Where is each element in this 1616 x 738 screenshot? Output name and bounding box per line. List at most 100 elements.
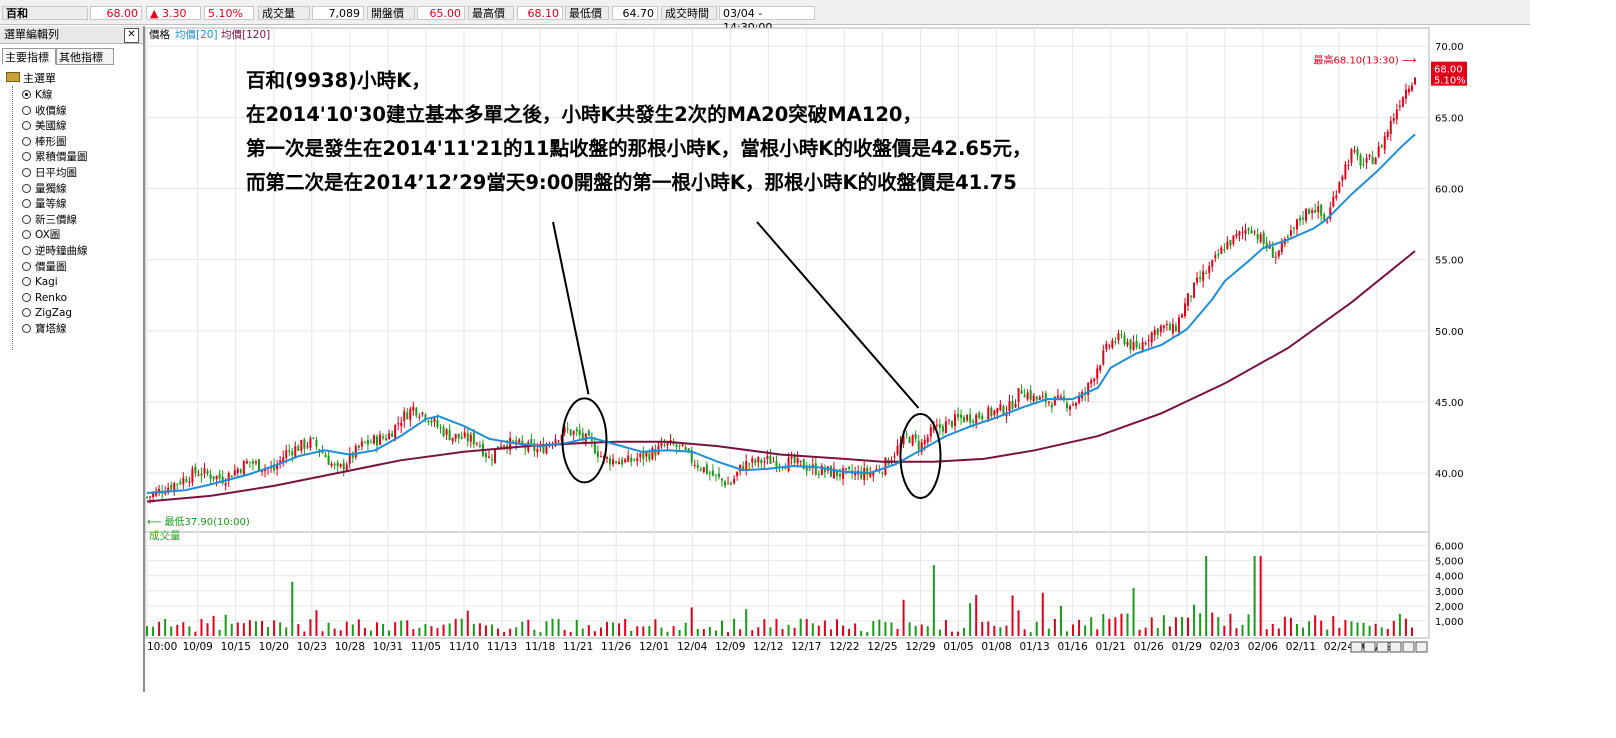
volume-bar — [993, 625, 996, 636]
indicator-item[interactable]: K線 — [22, 88, 52, 103]
toolbar-icon[interactable] — [1415, 641, 1428, 653]
radio-icon[interactable] — [22, 230, 31, 240]
last-price-pct: 5.10% — [1434, 76, 1466, 87]
candle-body — [421, 412, 424, 415]
volume-bar — [1017, 610, 1020, 636]
radio-icon[interactable] — [22, 183, 31, 193]
tree-root[interactable]: 主選單 — [6, 72, 56, 86]
candle-body — [681, 444, 684, 447]
candle-body — [1177, 317, 1180, 333]
indicator-item[interactable]: 收價線 — [22, 104, 67, 119]
candle-body — [636, 458, 639, 461]
volume-bar — [484, 625, 487, 636]
volume-bar — [1235, 628, 1238, 636]
min-price-label: ⟵ 最低37.90(10:00) — [147, 515, 250, 528]
radio-icon[interactable] — [22, 324, 31, 333]
indicator-item[interactable]: 量獨線 — [22, 182, 67, 197]
candle-body — [745, 460, 748, 470]
candle-body — [881, 472, 884, 474]
indicator-item[interactable]: 新三價線 — [22, 213, 77, 228]
volume-bar — [1078, 619, 1081, 636]
volume-bar — [575, 619, 578, 636]
candle-body — [487, 456, 490, 458]
indicator-item[interactable]: 量等線 — [22, 197, 67, 212]
indicator-item[interactable]: 價量圖 — [22, 260, 67, 275]
tab-other-indicators[interactable]: 其他指標 — [56, 48, 114, 65]
volume-bar — [1283, 616, 1286, 636]
toolbar-icon[interactable] — [1389, 641, 1402, 653]
volume-bar — [975, 594, 978, 636]
indicator-item[interactable]: Renko — [22, 291, 67, 306]
candle-body — [409, 408, 412, 420]
candle-body — [1069, 406, 1072, 410]
indicator-label: 逆時鐘曲線 — [35, 245, 88, 257]
volume-bar — [654, 619, 657, 636]
volume-bar — [963, 627, 966, 636]
candle-body — [666, 442, 669, 445]
volume-bar — [400, 620, 403, 636]
radio-icon[interactable] — [22, 152, 31, 162]
candle-body — [842, 468, 845, 479]
volume-bar — [424, 624, 427, 636]
candle-body — [221, 476, 224, 484]
candle-body — [720, 478, 723, 481]
volume-bar — [781, 628, 784, 636]
radio-icon[interactable] — [22, 277, 31, 287]
volume-title: 成交量 — [149, 529, 181, 542]
close-icon[interactable]: ✕ — [124, 28, 139, 43]
candle-body — [1262, 232, 1265, 244]
price-chart[interactable]: 70.00 65.00 60.00 55.00 50.00 45.00 40.00 10:00… — [145, 26, 1530, 692]
indicator-item[interactable]: 日平均圖 — [22, 166, 77, 181]
radio-icon[interactable] — [22, 292, 31, 302]
radio-icon[interactable] — [22, 121, 31, 131]
radio-icon[interactable] — [22, 246, 31, 255]
radio-icon[interactable] — [22, 261, 31, 271]
radio-icon[interactable] — [22, 136, 31, 146]
volume-bar — [279, 622, 282, 636]
toolbar-icon[interactable] — [1402, 641, 1415, 653]
indicator-item[interactable]: Kagi — [22, 275, 58, 290]
tab-main-indicators[interactable]: 主要指標 — [2, 48, 56, 65]
indicator-item[interactable]: 寶塔線 — [22, 322, 67, 337]
volume-bar — [1072, 624, 1075, 636]
radio-icon[interactable] — [22, 199, 31, 209]
radio-icon[interactable] — [22, 105, 31, 115]
candle-body — [445, 429, 448, 435]
x-tick-label: 12/22 — [829, 641, 859, 653]
indicator-item[interactable]: ZigZag — [22, 306, 72, 321]
volume-bar — [1059, 605, 1062, 636]
radio-icon[interactable] — [22, 168, 31, 177]
indicator-item[interactable]: 累積價量圖 — [22, 150, 88, 165]
volume-bar — [866, 632, 869, 636]
toolbar-icon[interactable] — [1363, 641, 1376, 653]
candle-body — [1332, 197, 1335, 207]
volume-bar — [545, 621, 548, 636]
x-tick-label: 10/09 — [183, 641, 213, 653]
candle-body — [397, 423, 400, 425]
indicator-item[interactable]: 棒形圖 — [22, 135, 67, 150]
volume-bar — [490, 624, 493, 636]
candle-body — [1295, 219, 1298, 230]
indicator-item[interactable]: 逆時鐘曲線 — [22, 244, 88, 259]
toolbar-icon[interactable] — [1376, 641, 1389, 653]
x-tick-label: 11/26 — [601, 641, 632, 653]
volume-bar — [1041, 592, 1044, 636]
volume-bar — [454, 618, 457, 636]
candle-body — [1153, 329, 1156, 336]
candle-body — [1359, 154, 1362, 166]
candle-body — [403, 411, 406, 422]
x-tick-label: 01/05 — [943, 641, 973, 653]
radio-icon[interactable] — [22, 214, 31, 224]
candle-body — [866, 467, 869, 475]
candle-body — [950, 421, 953, 427]
indicator-item[interactable]: 美國線 — [22, 119, 67, 134]
radio-icon[interactable] — [22, 308, 31, 318]
radio-icon[interactable] — [22, 90, 31, 99]
candle-body — [615, 461, 618, 463]
volume-bar — [176, 624, 179, 636]
indicator-item[interactable]: OX圖 — [22, 228, 60, 243]
candle-body — [884, 457, 887, 475]
candle-body — [360, 441, 363, 447]
toolbar-icon[interactable] — [1350, 641, 1363, 653]
analysis-annotation: 百和(9938)小時K， 在2014'10'30建立基本多單之後，小時K共發生2… — [246, 64, 1032, 200]
